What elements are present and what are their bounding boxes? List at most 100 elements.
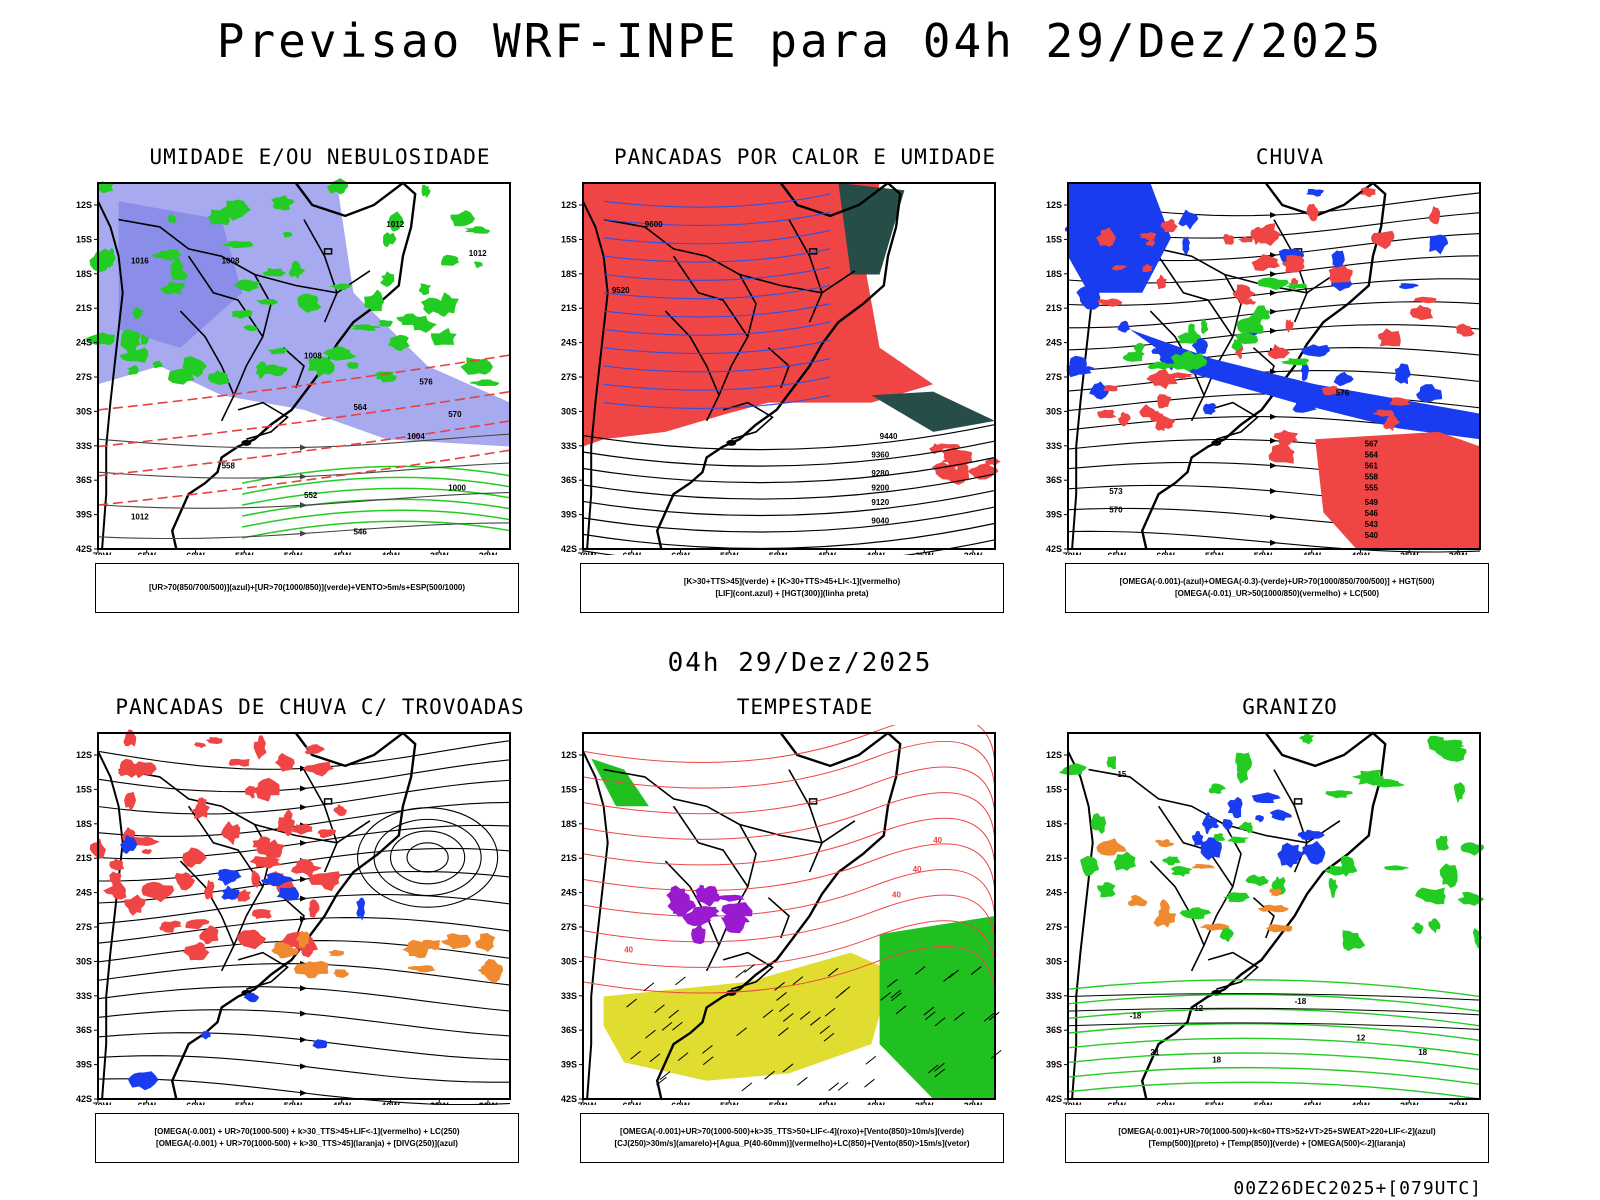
cell	[1371, 778, 1406, 788]
cell	[1251, 254, 1281, 272]
flow-arrow	[300, 804, 307, 811]
green-contour	[242, 520, 511, 539]
cell	[207, 209, 232, 226]
lat-label: 15S	[561, 234, 577, 244]
lat-label: 15S	[1046, 234, 1062, 244]
cell	[251, 870, 261, 889]
lon-label: 60W	[671, 1101, 690, 1105]
border-line	[282, 897, 305, 939]
wind-vector	[672, 1021, 683, 1031]
cell	[271, 941, 300, 959]
lat-label: 18S	[561, 269, 577, 279]
cell	[1416, 384, 1443, 403]
cell	[1153, 907, 1177, 928]
cell	[308, 871, 341, 892]
cell	[717, 894, 745, 902]
lon-label: 65W	[622, 1101, 641, 1105]
map-frame: 12S 15S 18S 21S 24S 27S 30S 33S 36S 39S 42S70W 65W 6…	[561, 182, 996, 555]
lat-label: 39S	[1046, 510, 1062, 520]
lc850-lines	[582, 725, 996, 1001]
lagoon	[1211, 439, 1222, 446]
lat-label: 27S	[561, 922, 577, 932]
cell	[251, 909, 272, 918]
temp850-contour	[1067, 1052, 1481, 1071]
lc850-line	[582, 945, 996, 1001]
hgt300-line	[582, 522, 996, 550]
cell	[1269, 809, 1292, 821]
map-tempestade: 40 40 40 40 12S 15S 18S 21S 24S 27S 30S 33S 36S 39S 42…	[561, 725, 1002, 1105]
border-line	[254, 270, 371, 294]
flow-arrow	[1270, 212, 1277, 219]
wind-vector	[797, 1076, 808, 1086]
cell	[1267, 343, 1290, 360]
lon-label: 45W	[1302, 1101, 1321, 1105]
cell	[291, 823, 313, 835]
border-line	[664, 860, 720, 946]
contour-label: 558	[1365, 472, 1379, 481]
flow-arrow	[1270, 437, 1277, 444]
contour-label: 1016	[131, 257, 149, 266]
cell	[1457, 891, 1485, 906]
map-umidade: 1012 1008 1016 1012 1008 1004 1000 576 570 564 558…	[76, 178, 511, 555]
cell	[260, 872, 295, 887]
hgt300-lines	[582, 423, 996, 555]
cell	[152, 360, 164, 369]
wind-vector	[778, 1027, 789, 1037]
contour-label: 1000	[448, 483, 466, 492]
cell	[1161, 856, 1181, 866]
lat-label: 21S	[1046, 303, 1062, 313]
hgt300-line	[582, 506, 996, 533]
cell	[220, 821, 241, 846]
legend-line: [OMEGA(-0.01)_UR>50(1000/850)(vermelho) …	[1174, 589, 1380, 598]
wind-vector	[654, 1004, 665, 1014]
cell	[1302, 840, 1326, 865]
cell	[1238, 236, 1254, 243]
pressure-labels: 1012 1008 1016 1012 1008 1004 1000 576 570 564 558…	[131, 220, 487, 536]
cell	[1301, 344, 1331, 357]
cell	[1455, 323, 1475, 337]
cell	[1156, 274, 1167, 290]
cell	[201, 1030, 211, 1040]
cell	[1277, 851, 1299, 869]
lat-label: 42S	[561, 1094, 577, 1104]
wind-vector	[702, 1044, 713, 1054]
cell	[1127, 894, 1148, 907]
cell	[1257, 904, 1289, 913]
border-line	[237, 951, 289, 990]
wind-vector	[668, 1009, 679, 1019]
lat-label: 33S	[76, 991, 92, 1001]
cell	[1222, 892, 1250, 903]
cell	[1103, 385, 1119, 392]
cell	[293, 960, 329, 979]
cell	[1200, 844, 1218, 852]
cell	[199, 925, 219, 945]
divergence-cells	[120, 834, 366, 1091]
cell	[167, 214, 178, 224]
lat-label: 18S	[1046, 819, 1062, 829]
lat-label: 18S	[561, 819, 577, 829]
cell	[1324, 865, 1349, 876]
lat-label: 30S	[561, 406, 577, 416]
cell	[1160, 899, 1170, 918]
lat-label: 42S	[76, 544, 92, 554]
legend: [OMEGA(-0.001) + UR>70(1000-500) + k>30_…	[95, 1113, 519, 1163]
panel-pancadas-calor: PANCADAS POR CALOR E UMIDADE 9600 9520 944…	[545, 145, 1055, 615]
flow-arrow	[300, 840, 307, 847]
lat-label: 39S	[76, 1060, 92, 1070]
cell	[379, 271, 395, 287]
lat-label: 33S	[1046, 991, 1062, 1001]
contour-label: 1008	[222, 257, 240, 266]
border-line	[254, 820, 371, 844]
border-line	[1252, 897, 1275, 939]
lat-label: 33S	[1046, 441, 1062, 451]
cell	[1241, 298, 1256, 305]
lif-contour	[603, 303, 831, 318]
cell	[1058, 763, 1087, 776]
cell	[1145, 239, 1156, 247]
green-contours	[85, 178, 500, 387]
wind-vector	[953, 1011, 965, 1021]
hgt300-line	[582, 539, 996, 555]
wind-vector	[943, 972, 954, 982]
panel-title: TEMPESTADE	[736, 695, 874, 719]
convection-cells	[271, 930, 504, 984]
